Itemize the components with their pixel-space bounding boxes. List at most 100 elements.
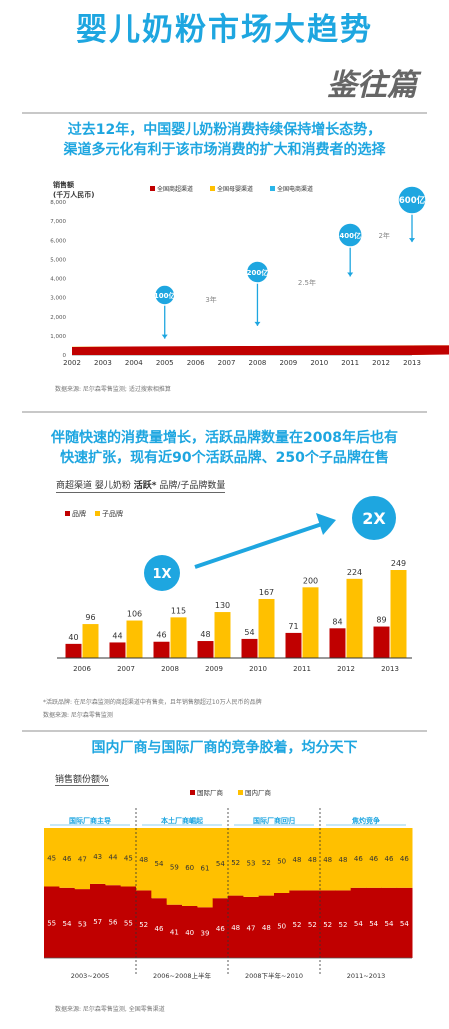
data-label: 56 xyxy=(109,919,118,927)
data-label: 54 xyxy=(244,628,254,637)
data-label: 48 xyxy=(308,856,317,864)
bar-international xyxy=(366,887,382,958)
bar-brand xyxy=(65,643,82,658)
brand-count-bar-chart: 品牌 子品牌 40 96 2006 44 106 2007 46 115 2008 48 130 2009… xyxy=(57,496,412,673)
x-tick-label: 2007 xyxy=(117,665,135,673)
data-label: 46 xyxy=(400,855,409,863)
bar-brand xyxy=(373,626,390,658)
bar-domestic xyxy=(120,828,137,887)
data-label: 50 xyxy=(277,923,286,931)
market-share-chart: 国际厂商 国内厂商 55 45 54 46 53 47 57 43 56 44 55 45 52 48 46 54… xyxy=(44,788,413,980)
page-title: 婴儿奶粉市场大趋势 xyxy=(76,12,373,48)
section1-headline-2: 渠道多元化有利于该市场消费的扩大和消费者的选择 xyxy=(63,142,386,158)
share-chart-title: 销售额份额% xyxy=(55,772,109,786)
bar-sub-brand xyxy=(214,612,231,658)
bar-domestic xyxy=(289,828,306,891)
section3-source: 数据来源: 尼尔森零售监测, 全国零售渠道 xyxy=(55,1006,165,1013)
legend-swatch xyxy=(65,511,70,516)
data-label: 60 xyxy=(185,864,194,872)
data-label: 52 xyxy=(231,859,240,867)
x-tick-label: 2008 xyxy=(161,665,179,673)
data-label: 61 xyxy=(201,865,210,873)
annotation-arrowhead xyxy=(254,321,261,326)
x-tick-label: 2004 xyxy=(125,359,143,367)
legend-label: 子品牌 xyxy=(102,509,123,518)
bar-brand xyxy=(329,628,346,658)
annotation-bubble xyxy=(337,222,363,248)
bar-international xyxy=(59,887,76,958)
y-axis-label-line1: 销售额 xyxy=(53,181,74,189)
y-tick-label: 5,000 xyxy=(50,257,66,263)
data-label: 71 xyxy=(288,622,298,631)
badge-2x-circle xyxy=(352,496,396,540)
x-tick-label: 2006 xyxy=(73,665,91,673)
divider xyxy=(22,730,427,732)
data-label: 52 xyxy=(262,859,271,867)
annotation-label: 200亿 xyxy=(247,268,269,277)
legend-swatch xyxy=(270,186,275,191)
brand-chart-title: 商超渠道 婴儿奶粉 活跃* 品牌/子品牌数量 xyxy=(56,478,226,493)
x-tick-label: 2013 xyxy=(403,359,421,367)
data-label: 224 xyxy=(347,568,362,577)
data-label: 106 xyxy=(127,610,142,619)
y-tick-label: 7,000 xyxy=(50,219,66,225)
data-label: 54 xyxy=(63,920,72,928)
section1-headline-1: 过去12年，中国婴儿奶粉消费持续保持增长态势， xyxy=(67,122,382,138)
section1-source: 数据来源: 尼尔森零售监测; 适过搜索相推算 xyxy=(55,386,171,393)
x-tick-label: 2008 xyxy=(249,359,267,367)
x-tick-label: 2012 xyxy=(337,665,355,673)
data-label: 46 xyxy=(156,631,166,640)
data-label: 52 xyxy=(308,921,317,929)
data-label: 46 xyxy=(369,855,378,863)
bar-domestic xyxy=(396,828,413,888)
section2-source: 数据来源: 尼尔森零售监测 xyxy=(43,712,113,719)
badge-2x-label: 2X xyxy=(362,509,386,528)
x-tick-label: 2009 xyxy=(205,665,223,673)
data-label: 47 xyxy=(78,856,87,864)
data-label: 48 xyxy=(339,856,348,864)
legend-swatch xyxy=(95,511,100,516)
phase-label: 国际厂商回归 xyxy=(253,816,295,825)
badge-1x-label: 1X xyxy=(152,567,171,582)
data-label: 55 xyxy=(47,919,56,927)
bar-international xyxy=(228,895,244,958)
bar-international xyxy=(166,904,183,958)
annotation-arrowhead xyxy=(161,334,168,339)
bar-sub-brand xyxy=(302,587,319,658)
bar-domestic xyxy=(228,828,244,896)
interval-label: 2年 xyxy=(378,231,389,240)
x-tick-label: 2012 xyxy=(372,359,390,367)
bar-international xyxy=(335,890,352,958)
bar-brand xyxy=(153,641,170,658)
bar-sub-brand xyxy=(126,620,143,658)
brand-chart-title-c: 品牌/子品牌数量 xyxy=(156,481,226,491)
x-tick-label: 2006 xyxy=(187,359,205,367)
y-tick-label: 2,000 xyxy=(50,315,66,321)
bar-international xyxy=(120,886,137,958)
period-label: 2006~2008上半年 xyxy=(153,971,212,980)
data-label: 52 xyxy=(139,921,148,929)
data-label: 40 xyxy=(68,633,78,642)
divider xyxy=(22,411,427,413)
data-label: 44 xyxy=(112,631,122,640)
bar-international xyxy=(212,898,229,958)
bar-international xyxy=(136,890,152,958)
section3-headline: 国内厂商与国际厂商的竞争胶着，均分天下 xyxy=(91,740,358,756)
bar-domestic xyxy=(74,828,91,890)
data-label: 96 xyxy=(85,613,95,622)
data-label: 41 xyxy=(170,928,179,936)
data-label: 59 xyxy=(170,863,179,871)
legend-label: 国际厂商 xyxy=(197,788,224,797)
data-label: 54 xyxy=(216,860,225,868)
data-label: 46 xyxy=(63,855,72,863)
x-tick-label: 2003 xyxy=(94,359,112,367)
data-label: 57 xyxy=(93,918,102,926)
period-label: 2011~2013 xyxy=(347,972,386,980)
bar-domestic xyxy=(350,828,367,888)
bar-international xyxy=(74,889,91,958)
annotation-label: 100亿 xyxy=(154,291,176,300)
y-axis-label: 销售额 (千万人民币) xyxy=(53,180,94,200)
bar-international xyxy=(381,887,398,958)
data-label: 89 xyxy=(376,616,386,625)
brand-chart-title-a: 商超渠道 婴儿奶粉 xyxy=(56,481,134,491)
